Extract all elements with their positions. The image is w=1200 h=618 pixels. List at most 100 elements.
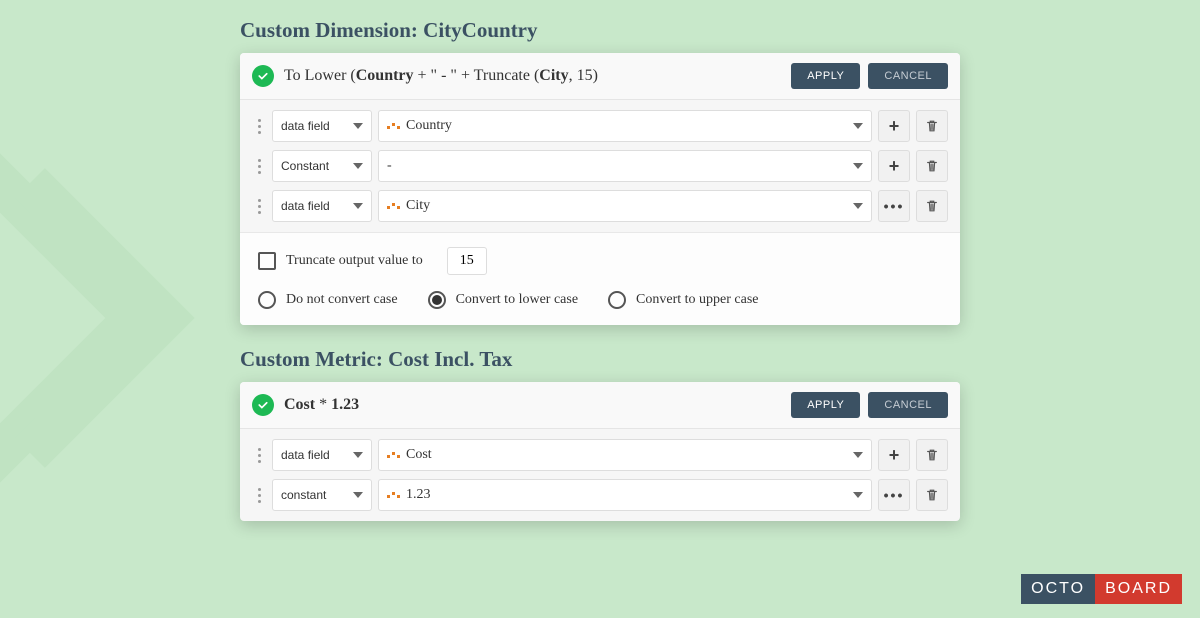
radio-icon	[608, 291, 626, 309]
type-select[interactable]: data field	[272, 110, 372, 142]
plus-icon: +	[889, 156, 900, 177]
type-label: data field	[281, 448, 330, 462]
value-select[interactable]: Cost	[378, 439, 872, 471]
drag-handle-icon[interactable]	[252, 440, 266, 470]
chevron-down-icon	[353, 492, 363, 498]
chevron-down-icon	[353, 452, 363, 458]
expr-field: Cost	[284, 396, 315, 413]
field-icon	[387, 455, 400, 458]
type-select[interactable]: data field	[272, 439, 372, 471]
truncate-input[interactable]	[447, 247, 487, 275]
field-icon	[387, 126, 400, 129]
type-select[interactable]: data field	[272, 190, 372, 222]
expr-field: 1.23	[331, 396, 359, 413]
plus-icon: +	[889, 116, 900, 137]
type-label: constant	[281, 488, 326, 502]
radio-icon	[258, 291, 276, 309]
radio-label: Convert to upper case	[636, 292, 758, 308]
delete-button[interactable]	[916, 110, 948, 142]
metric-rows: data field Cost + constant 1.23 •••	[240, 429, 960, 521]
radio-icon	[428, 291, 446, 309]
case-radio-option[interactable]: Convert to lower case	[428, 291, 578, 309]
trash-icon	[925, 448, 939, 462]
chevron-down-icon	[853, 163, 863, 169]
value-label: -	[387, 158, 392, 173]
field-icon	[387, 495, 400, 498]
apply-button[interactable]: APPLY	[791, 392, 860, 418]
metric-header: Cost * 1.23 APPLY CANCEL	[240, 382, 960, 429]
builder-row: data field City •••	[252, 190, 948, 222]
delete-button[interactable]	[916, 479, 948, 511]
type-label: data field	[281, 199, 330, 213]
delete-button[interactable]	[916, 150, 948, 182]
case-radio-option[interactable]: Convert to upper case	[608, 291, 758, 309]
trash-icon	[925, 199, 939, 213]
cancel-button[interactable]: CANCEL	[868, 392, 948, 418]
dimension-card: To Lower (Country + " - " + Truncate (Ci…	[240, 53, 960, 325]
builder-row: Constant - +	[252, 150, 948, 182]
more-button[interactable]: •••	[878, 479, 910, 511]
type-select[interactable]: Constant	[272, 150, 372, 182]
more-icon: •••	[884, 487, 905, 503]
type-label: data field	[281, 119, 330, 133]
value-label: Country	[406, 118, 452, 133]
dimension-options: Truncate output value to Do not convert …	[240, 232, 960, 325]
apply-button[interactable]: APPLY	[791, 63, 860, 89]
expr-field: City	[539, 67, 568, 84]
metric-expression: Cost * 1.23	[284, 396, 783, 414]
check-icon	[252, 65, 274, 87]
metric-card: Cost * 1.23 APPLY CANCEL data field Cost +…	[240, 382, 960, 521]
trash-icon	[925, 159, 939, 173]
chevron-down-icon	[853, 452, 863, 458]
chevron-down-icon	[353, 123, 363, 129]
builder-row: constant 1.23 •••	[252, 479, 948, 511]
drag-handle-icon[interactable]	[252, 191, 266, 221]
builder-row: data field Country +	[252, 110, 948, 142]
type-select[interactable]: constant	[272, 479, 372, 511]
cancel-button[interactable]: CANCEL	[868, 63, 948, 89]
radio-label: Convert to lower case	[456, 292, 578, 308]
expr-text: , 15)	[569, 67, 598, 84]
delete-button[interactable]	[916, 190, 948, 222]
expr-text: + " - " + Truncate (	[414, 67, 540, 84]
builder-row: data field Cost +	[252, 439, 948, 471]
delete-button[interactable]	[916, 439, 948, 471]
background-decoration	[0, 118, 240, 518]
expr-text: *	[315, 396, 331, 413]
section-title-dimension: Custom Dimension: CityCountry	[240, 18, 960, 43]
trash-icon	[925, 119, 939, 133]
value-label: Cost	[406, 447, 432, 462]
field-icon	[387, 206, 400, 209]
value-select[interactable]: -	[378, 150, 872, 182]
add-button[interactable]: +	[878, 150, 910, 182]
more-button[interactable]: •••	[878, 190, 910, 222]
expr-field: Country	[356, 67, 414, 84]
chevron-down-icon	[353, 163, 363, 169]
value-select[interactable]: 1.23	[378, 479, 872, 511]
chevron-down-icon	[853, 492, 863, 498]
plus-icon: +	[889, 445, 900, 466]
add-button[interactable]: +	[878, 439, 910, 471]
truncate-checkbox[interactable]	[258, 252, 276, 270]
drag-handle-icon[interactable]	[252, 111, 266, 141]
dimension-rows: data field Country + Constant - + data field Ci…	[240, 100, 960, 232]
radio-label: Do not convert case	[286, 292, 398, 308]
dimension-expression: To Lower (Country + " - " + Truncate (Ci…	[284, 67, 783, 85]
value-label: City	[406, 198, 430, 213]
value-select[interactable]: Country	[378, 110, 872, 142]
drag-handle-icon[interactable]	[252, 151, 266, 181]
case-radio-option[interactable]: Do not convert case	[258, 291, 398, 309]
section-title-metric: Custom Metric: Cost Incl. Tax	[240, 347, 960, 372]
check-icon	[252, 394, 274, 416]
expr-text: To Lower (	[284, 67, 356, 84]
dimension-header: To Lower (Country + " - " + Truncate (Ci…	[240, 53, 960, 100]
value-select[interactable]: City	[378, 190, 872, 222]
truncate-label: Truncate output value to	[286, 253, 423, 269]
drag-handle-icon[interactable]	[252, 480, 266, 510]
more-icon: •••	[884, 198, 905, 214]
chevron-down-icon	[853, 203, 863, 209]
value-label: 1.23	[406, 487, 431, 502]
add-button[interactable]: +	[878, 110, 910, 142]
chevron-down-icon	[353, 203, 363, 209]
type-label: Constant	[281, 159, 329, 173]
